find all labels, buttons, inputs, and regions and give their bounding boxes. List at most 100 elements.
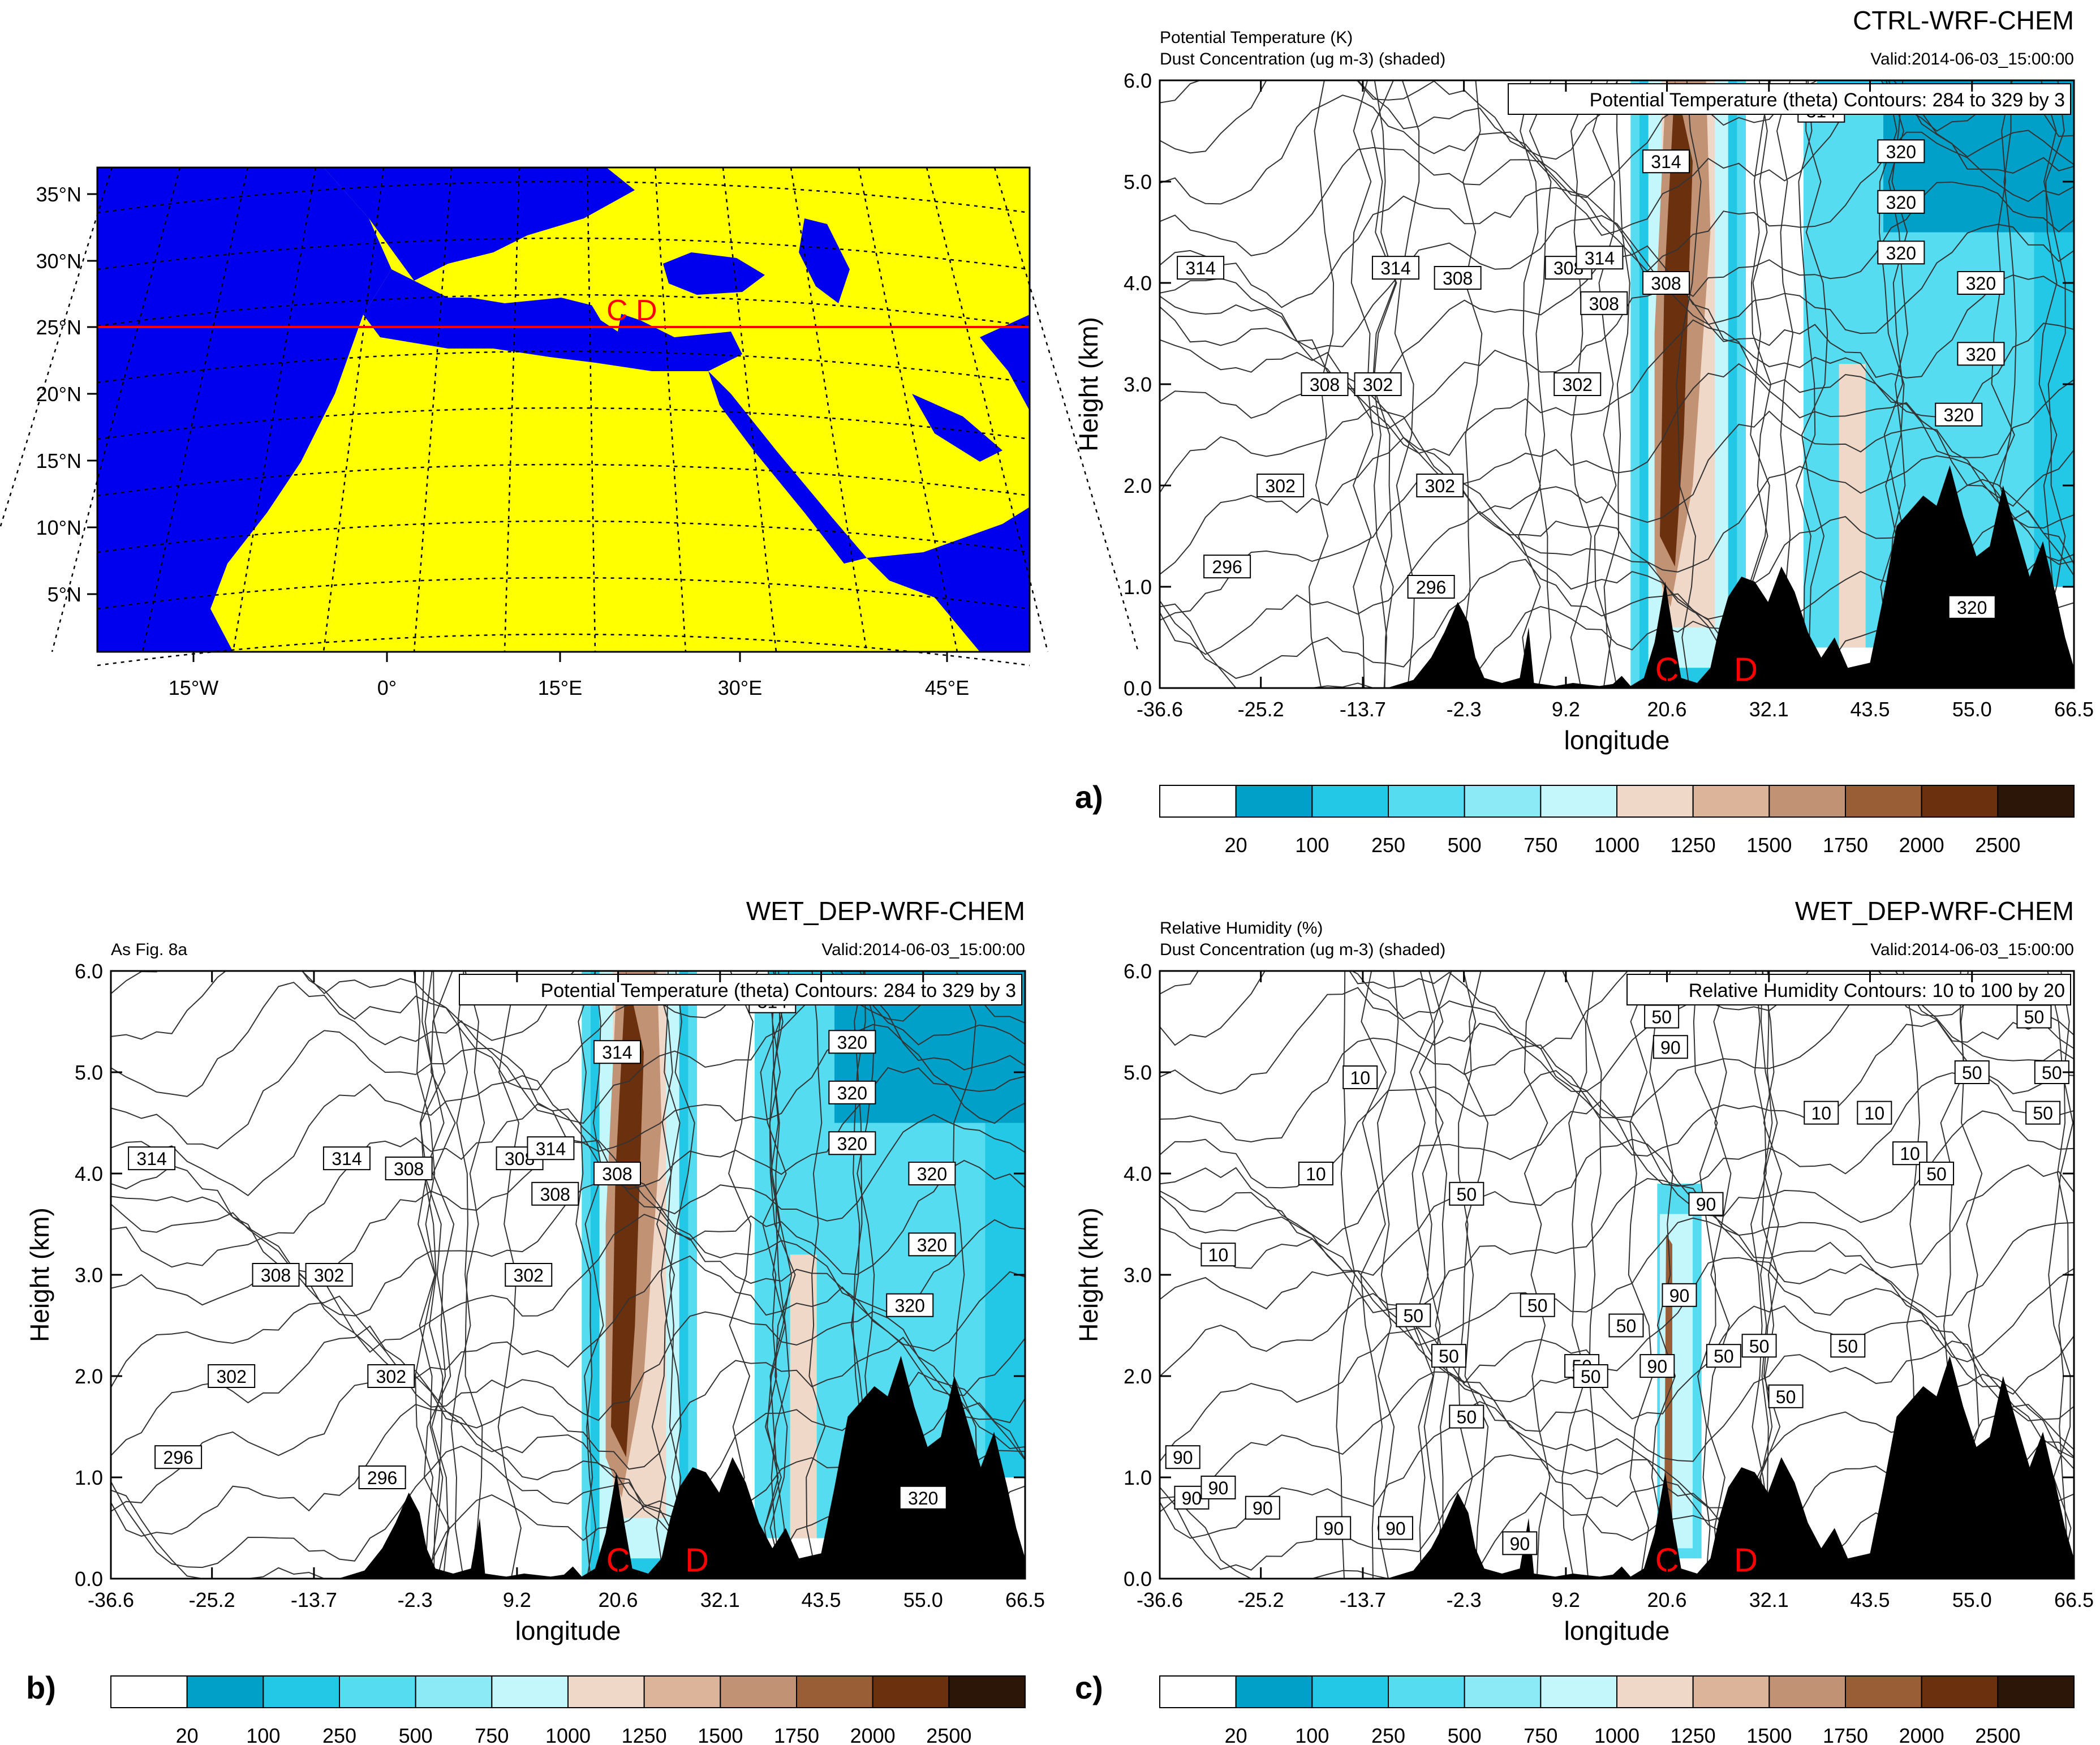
- contour-label: 90: [1696, 1194, 1716, 1215]
- map-parallel-line: [97, 350, 1030, 384]
- contour-line: [1160, 1292, 2074, 1422]
- contour-label-box: [828, 1131, 876, 1155]
- panel-header-line-2: Dust Concentration (ug m-3) (shaded): [1160, 940, 1445, 959]
- contour-label-box: [1203, 555, 1251, 579]
- contour-label: 10: [1350, 1068, 1370, 1088]
- y-tick-label: 0.0: [75, 1567, 103, 1591]
- contour-line: [1592, 80, 1617, 688]
- colorbar-label: 500: [399, 1724, 433, 1745]
- colorbar-swatch: [1616, 1675, 1694, 1708]
- contour-line: [1160, 1020, 2074, 1157]
- x-tick-label: 55.0: [1952, 1588, 1992, 1611]
- black-sea: [663, 252, 765, 295]
- contour-label-box: [305, 1263, 353, 1287]
- contour-label-box: [1416, 474, 1464, 497]
- map-marker-c: C: [606, 294, 628, 327]
- contour-label: 50: [1714, 1346, 1734, 1366]
- x-tick-label: 43.5: [1850, 1588, 1890, 1611]
- x-axis-label: longitude: [515, 1616, 621, 1645]
- contour-label: 10: [1900, 1144, 1920, 1164]
- contour-label: 302: [1363, 375, 1393, 395]
- contour-line: [1160, 436, 2074, 575]
- contour-line: [575, 971, 596, 1579]
- x-tick-label: 43.5: [1850, 698, 1890, 721]
- colorbar-label: 250: [322, 1724, 356, 1745]
- contour-line: [1561, 971, 1587, 1579]
- contour-line: [1649, 971, 1676, 1579]
- map-lat-label: 20°N: [36, 382, 81, 406]
- contour-line: [1160, 1138, 2074, 1276]
- contour-line: [1160, 971, 2074, 1092]
- contour-label-box: [1200, 1243, 1236, 1267]
- dust-core-c-dark: [1660, 80, 1693, 567]
- colorbar-swatch: [1845, 1675, 1922, 1708]
- contour-line: [1160, 1327, 2074, 1462]
- contour-line: [1878, 80, 1905, 688]
- contour-label-box: [1957, 342, 2005, 366]
- contour-label-box: [1342, 1065, 1378, 1089]
- contour-line: [423, 971, 451, 1579]
- colorbar-swatch: [1692, 785, 1770, 818]
- x-tick-label: -36.6: [88, 1588, 134, 1611]
- colorbar-label: 2000: [850, 1724, 896, 1745]
- colorbar-swatch: [1616, 785, 1694, 818]
- contour-label: 320: [917, 1235, 947, 1255]
- contour-label-box: [208, 1364, 256, 1388]
- contour-label: 90: [1323, 1519, 1344, 1539]
- colorbar-label: 20: [1225, 833, 1247, 857]
- contour-line: [669, 971, 695, 1579]
- panel-header-line-1: As Fig. 8a: [111, 940, 187, 959]
- contour-line: [760, 971, 787, 1579]
- x-tick-label: 43.5: [801, 1588, 841, 1611]
- contour-label: 320: [837, 1032, 867, 1052]
- x-tick-label: 9.2: [1552, 1588, 1580, 1611]
- x-tick-label: 32.1: [700, 1588, 740, 1611]
- contour-label: 296: [367, 1468, 397, 1488]
- colorbar-label: 500: [1448, 1724, 1482, 1745]
- contour-label: 50: [1439, 1346, 1459, 1366]
- contour-line: [1801, 80, 1828, 688]
- contour-label-box: [593, 1162, 641, 1185]
- y-tick-label: 5.0: [1124, 1061, 1152, 1084]
- colorbar-label: 20: [176, 1724, 199, 1745]
- contour-info-box: [459, 974, 1022, 1005]
- contour-label: 314: [536, 1138, 566, 1159]
- section-marker-d: D: [685, 1542, 709, 1579]
- panel-letter: c): [1075, 1670, 1103, 1705]
- contour-label: 10: [1306, 1164, 1326, 1184]
- contour-label: 308: [1310, 375, 1340, 395]
- contour-label-box: [1877, 139, 1925, 164]
- contour-line: [806, 971, 826, 1579]
- x-tick-label: 20.6: [1647, 1588, 1687, 1611]
- contour-label: 50: [1651, 1007, 1672, 1028]
- dust-plume-d-brown: [1839, 364, 1866, 648]
- colorbar-swatch: [1235, 1675, 1313, 1708]
- contour-label: 320: [1886, 141, 1916, 162]
- map-lat-label: 30°N: [36, 250, 81, 273]
- colorbar-swatch: [1768, 1675, 1846, 1708]
- panel-letter: b): [26, 1670, 56, 1705]
- map-lat-label: 5°N: [48, 583, 81, 606]
- y-tick-label: 6.0: [1124, 960, 1152, 983]
- contour-label-box: [1245, 1495, 1280, 1520]
- contour-line: [1433, 971, 1452, 1579]
- colorbar-swatch: [1921, 1675, 1999, 1708]
- y-tick-label: 4.0: [1124, 272, 1152, 295]
- contour-info-box: [1626, 974, 2071, 1005]
- contour-line: [464, 971, 485, 1579]
- contour-label: 50: [1926, 1164, 1947, 1184]
- contour-label-box: [1954, 1060, 1990, 1084]
- contour-label: 90: [1182, 1488, 1202, 1508]
- colorbar-label: 100: [1295, 833, 1329, 857]
- contour-line: [413, 971, 436, 1579]
- contour-line: [1529, 80, 1552, 688]
- panel-valid-time: Valid:2014-06-03_15:00:00: [821, 940, 1025, 959]
- caspian-sea: [799, 218, 850, 303]
- contour-label: 50: [1616, 1316, 1637, 1336]
- contour-label: 320: [837, 1133, 867, 1154]
- x-tick-label: -25.2: [1238, 1588, 1284, 1611]
- colorbar-swatch: [1464, 1675, 1542, 1708]
